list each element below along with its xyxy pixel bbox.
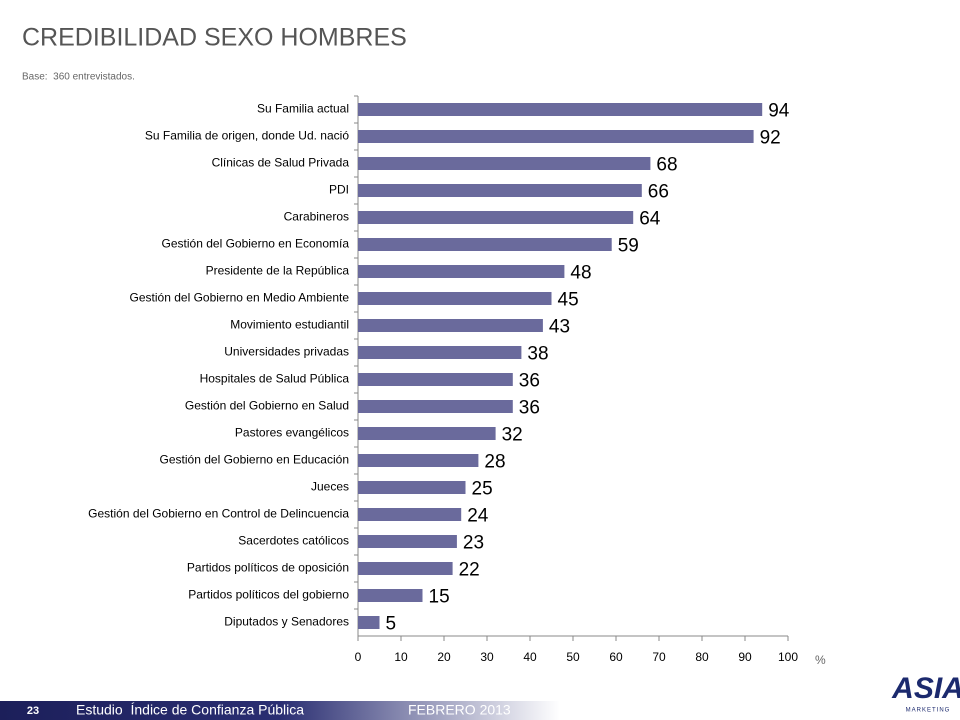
bar (358, 292, 552, 305)
y-tick-label: Gestión del Gobierno en Economía (162, 237, 350, 251)
y-tick-label: Sacerdotes católicos (238, 534, 349, 548)
y-tick-label: Hospitales de Salud Pública (200, 372, 350, 386)
y-tick-label: Gestión del Gobierno en Educación (160, 453, 349, 467)
data-label: 48 (570, 263, 591, 284)
x-tick-label: 40 (523, 650, 537, 664)
x-tick-label: 70 (652, 650, 666, 664)
bar (358, 157, 651, 170)
y-tick-label: Pastores evangélicos (235, 426, 349, 440)
data-label: 28 (484, 452, 505, 473)
bar (358, 427, 496, 440)
bar (358, 184, 642, 197)
data-label: 25 (472, 479, 493, 500)
data-label: 59 (618, 236, 639, 257)
data-label: 43 (549, 317, 570, 338)
data-label: 66 (648, 182, 669, 203)
x-tick-label: 10 (394, 650, 408, 664)
y-tick-label: Carabineros (284, 210, 349, 224)
data-label: 64 (639, 209, 661, 230)
logo-tagline: MARKETING (906, 708, 951, 714)
footer-date: FEBRERO 2013 (408, 702, 511, 718)
data-label: 24 (467, 506, 489, 527)
data-label: 32 (502, 425, 523, 446)
bar (358, 238, 612, 251)
bar (358, 589, 423, 602)
data-label: 36 (519, 371, 540, 392)
y-tick-label: Partidos políticos de oposición (187, 561, 349, 575)
x-tick-label: 50 (566, 650, 580, 664)
y-tick-label: Jueces (311, 480, 349, 494)
data-label: 94 (768, 101, 790, 122)
subtitle: Base: 360 entrevistados. (22, 72, 135, 83)
page-number: 23 (27, 705, 39, 717)
bar (358, 481, 466, 494)
footer-study: Estudio Índice de Confianza Pública (76, 702, 304, 718)
bar (358, 535, 457, 548)
data-label: 15 (429, 587, 450, 608)
data-label: 23 (463, 533, 484, 554)
y-tick-label: Universidades privadas (224, 345, 349, 359)
y-tick-label: Partidos políticos del gobierno (188, 588, 349, 602)
bar (358, 616, 380, 629)
bar (358, 373, 513, 386)
x-tick-label: 60 (609, 650, 623, 664)
bar (358, 562, 453, 575)
data-label: 38 (527, 344, 548, 365)
y-tick-label: Gestión del Gobierno en Medio Ambiente (130, 291, 350, 305)
y-tick-label: Clínicas de Salud Privada (212, 156, 350, 170)
bar (358, 346, 522, 359)
y-tick-label: Su Familia de origen, donde Ud. nació (145, 129, 349, 143)
y-tick-label: Gestión del Gobierno en Salud (185, 399, 349, 413)
logo: ASIA (891, 672, 960, 705)
x-tick-label: 90 (738, 650, 752, 664)
x-axis-label: % (815, 653, 826, 667)
bar (358, 454, 479, 467)
chart-title: CREDIBILIDAD SEXO HOMBRES (22, 24, 407, 52)
x-tick-label: 80 (695, 650, 709, 664)
bar (358, 319, 543, 332)
bar (358, 265, 565, 278)
y-tick-label: Su Familia actual (257, 102, 349, 116)
data-label: 68 (656, 155, 677, 176)
x-tick-label: 20 (437, 650, 451, 664)
y-tick-label: Presidente de la República (206, 264, 350, 278)
x-tick-label: 0 (355, 650, 362, 664)
y-tick-label: Movimiento estudiantil (230, 318, 349, 332)
bar (358, 103, 763, 116)
bar (358, 211, 634, 224)
y-tick-label: PDI (329, 183, 349, 197)
bar (358, 400, 513, 413)
y-tick-label: Diputados y Senadores (224, 615, 349, 629)
data-label: 92 (760, 128, 781, 149)
data-label: 45 (558, 290, 579, 311)
y-tick-label: Gestión del Gobierno en Control de Delin… (88, 507, 349, 521)
data-label: 22 (459, 560, 480, 581)
bar (358, 130, 754, 143)
bar (358, 508, 462, 521)
data-label: 36 (519, 398, 540, 419)
footer-bar (0, 701, 560, 720)
data-label: 5 (386, 614, 397, 635)
x-tick-label: 100 (778, 650, 798, 664)
x-tick-label: 30 (480, 650, 494, 664)
